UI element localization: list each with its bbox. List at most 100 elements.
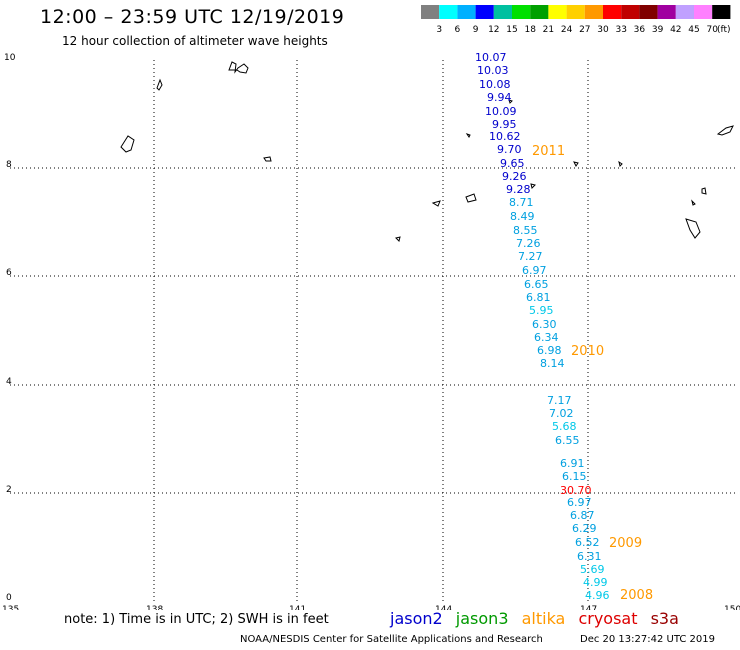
lat-label: 6 bbox=[6, 268, 12, 278]
legend-swatch bbox=[657, 5, 676, 19]
wave-height-reading: 9.95 bbox=[492, 118, 517, 131]
wave-height-reading: 7.27 bbox=[518, 250, 543, 263]
legend-swatch bbox=[475, 5, 494, 19]
wave-height-reading: 6.55 bbox=[555, 434, 580, 447]
legend-tick-label: 12 bbox=[488, 25, 499, 35]
wave-height-reading: 6.91 bbox=[560, 457, 585, 470]
legend-tick-label: 15 bbox=[506, 25, 517, 35]
wave-height-reading: 6.15 bbox=[562, 470, 587, 483]
legend-tick-label: 70 bbox=[706, 25, 718, 35]
grid-lines bbox=[10, 60, 736, 602]
lon-label: 144 bbox=[435, 605, 452, 610]
wave-height-reading: 10.62 bbox=[489, 130, 521, 143]
wave-height-reading: 6.30 bbox=[532, 318, 557, 331]
chart-title: 12:00 – 23:59 UTC 12/19/2019 bbox=[40, 6, 345, 28]
wave-height-reading: 6.65 bbox=[524, 278, 549, 291]
satellite-cryosat: cryosat bbox=[578, 609, 638, 628]
lon-label: 138 bbox=[146, 605, 163, 610]
island-outlines bbox=[120, 61, 734, 242]
legend-tick-label: 24 bbox=[561, 25, 573, 35]
satellite-jason3: jason3 bbox=[455, 609, 509, 628]
legend-swatch bbox=[530, 5, 549, 19]
wave-height-reading: 6.34 bbox=[534, 331, 559, 344]
wave-height-reading: 9.26 bbox=[502, 170, 527, 183]
wave-height-reading: 8.14 bbox=[540, 357, 565, 370]
chart-subtitle: 12 hour collection of altimeter wave hei… bbox=[62, 34, 328, 48]
wave-height-reading: 6.52 bbox=[575, 536, 600, 549]
wave-height-reading: 8.49 bbox=[510, 210, 535, 223]
latitude-labels: 0 2 4 6 8 10 bbox=[4, 53, 16, 603]
wave-height-reading: 5.95 bbox=[529, 304, 554, 317]
wave-height-reading: 6.81 bbox=[526, 291, 551, 304]
wave-height-reading: 10.08 bbox=[479, 78, 511, 91]
legend-swatch bbox=[603, 5, 622, 19]
wave-height-reading: 5.69 bbox=[580, 563, 605, 576]
lat-label: 4 bbox=[6, 377, 12, 387]
legend-tick-label: 39 bbox=[652, 25, 664, 35]
legend-tick-label: 30 bbox=[597, 25, 609, 35]
credit-line: NOAA/NESDIS Center for Satellite Applica… bbox=[240, 634, 543, 645]
legend-swatch bbox=[493, 5, 512, 19]
lat-label: 0 bbox=[6, 593, 12, 603]
wave-height-reading: 30.70 bbox=[560, 484, 592, 497]
satellite-jason2: jason2 bbox=[390, 609, 443, 628]
lon-label: 141 bbox=[289, 605, 306, 610]
legend-swatch bbox=[675, 5, 694, 19]
wave-height-reading: 9.94 bbox=[487, 91, 512, 104]
footer-note: note: 1) Time is in UTC; 2) SWH is in fe… bbox=[64, 612, 329, 627]
satellite-legend: jason2 jason3 altika cryosat s3a bbox=[390, 609, 687, 628]
legend-unit: (ft) bbox=[717, 25, 731, 35]
legend-swatch bbox=[621, 5, 640, 19]
wave-height-reading: 4.99 bbox=[583, 576, 608, 589]
lon-label: 135 bbox=[2, 605, 19, 610]
legend-tick-label: 45 bbox=[688, 25, 699, 35]
lat-label: 2 bbox=[6, 485, 12, 495]
legend-tick-label: 3 bbox=[436, 25, 442, 35]
wave-height-reading: 9.65 bbox=[500, 157, 525, 170]
color-legend: 3 6 9 12 15 18 21 24 27 30 33 36 39 42 45 70 (ft) bbox=[421, 5, 731, 35]
wave-height-reading: 10.09 bbox=[485, 105, 517, 118]
wave-height-reading: 6.98 bbox=[537, 344, 562, 357]
legend-swatch bbox=[439, 5, 458, 19]
pass-time-label: 2008 bbox=[620, 588, 653, 603]
legend-swatch bbox=[712, 5, 731, 19]
pass-time-label: 2010 bbox=[571, 344, 604, 359]
legend-swatch bbox=[512, 5, 531, 19]
wave-height-reading: 6.97 bbox=[567, 496, 592, 509]
legend-tick-label: 9 bbox=[473, 25, 479, 35]
longitude-labels: 135 138 141 144 147 150 bbox=[2, 605, 740, 610]
wave-height-reading: 6.31 bbox=[577, 550, 602, 563]
lon-label: 147 bbox=[580, 605, 597, 610]
legend-tick-label: 42 bbox=[670, 25, 681, 35]
wave-height-reading: 8.71 bbox=[509, 196, 534, 209]
wave-height-reading: 6.87 bbox=[570, 509, 595, 522]
legend-swatch bbox=[566, 5, 585, 19]
legend-swatch bbox=[548, 5, 567, 19]
wave-height-reading: 5.68 bbox=[552, 420, 577, 433]
lat-label: 8 bbox=[6, 160, 12, 170]
lon-label: 150 bbox=[724, 605, 740, 610]
legend-swatch bbox=[639, 5, 658, 19]
wave-height-reading: 6.29 bbox=[572, 522, 597, 535]
legend-tick-label: 18 bbox=[524, 25, 536, 35]
legend-swatch bbox=[457, 5, 476, 19]
pass-time-label: 2011 bbox=[532, 144, 565, 159]
wave-height-reading: 10.07 bbox=[475, 51, 507, 64]
lat-label: 10 bbox=[4, 53, 16, 63]
wave-height-reading: 9.70 bbox=[497, 143, 522, 156]
wave-height-map: 135 138 141 144 147 150 0 2 4 6 8 10 10.… bbox=[2, 51, 740, 610]
legend-tick-label: 36 bbox=[634, 25, 646, 35]
wave-height-reading: 10.03 bbox=[477, 64, 509, 77]
wave-height-reading: 7.02 bbox=[549, 407, 574, 420]
wave-height-reading: 9.28 bbox=[506, 183, 531, 196]
wave-height-reading: 4.96 bbox=[585, 589, 610, 602]
wave-height-reading: 7.26 bbox=[516, 237, 541, 250]
legend-tick-label: 6 bbox=[455, 25, 461, 35]
legend-tick-label: 27 bbox=[579, 25, 590, 35]
legend-tick-label: 33 bbox=[615, 25, 626, 35]
observation-track: 10.0710.0310.089.9410.099.9510.629.709.6… bbox=[475, 51, 610, 602]
legend-swatch bbox=[421, 5, 440, 19]
pass-time-labels: 2011 2010 2009 2008 bbox=[532, 144, 653, 603]
generation-timestamp: Dec 20 13:27:42 UTC 2019 bbox=[580, 634, 715, 645]
wave-height-reading: 7.17 bbox=[547, 394, 572, 407]
